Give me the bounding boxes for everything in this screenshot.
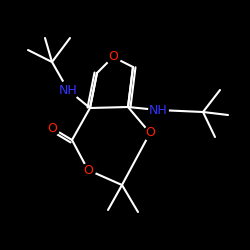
Text: O: O	[108, 50, 118, 64]
Text: O: O	[83, 164, 93, 176]
Text: NH: NH	[148, 104, 168, 117]
Text: NH: NH	[58, 84, 78, 96]
Text: O: O	[145, 126, 155, 140]
Text: O: O	[47, 122, 57, 134]
